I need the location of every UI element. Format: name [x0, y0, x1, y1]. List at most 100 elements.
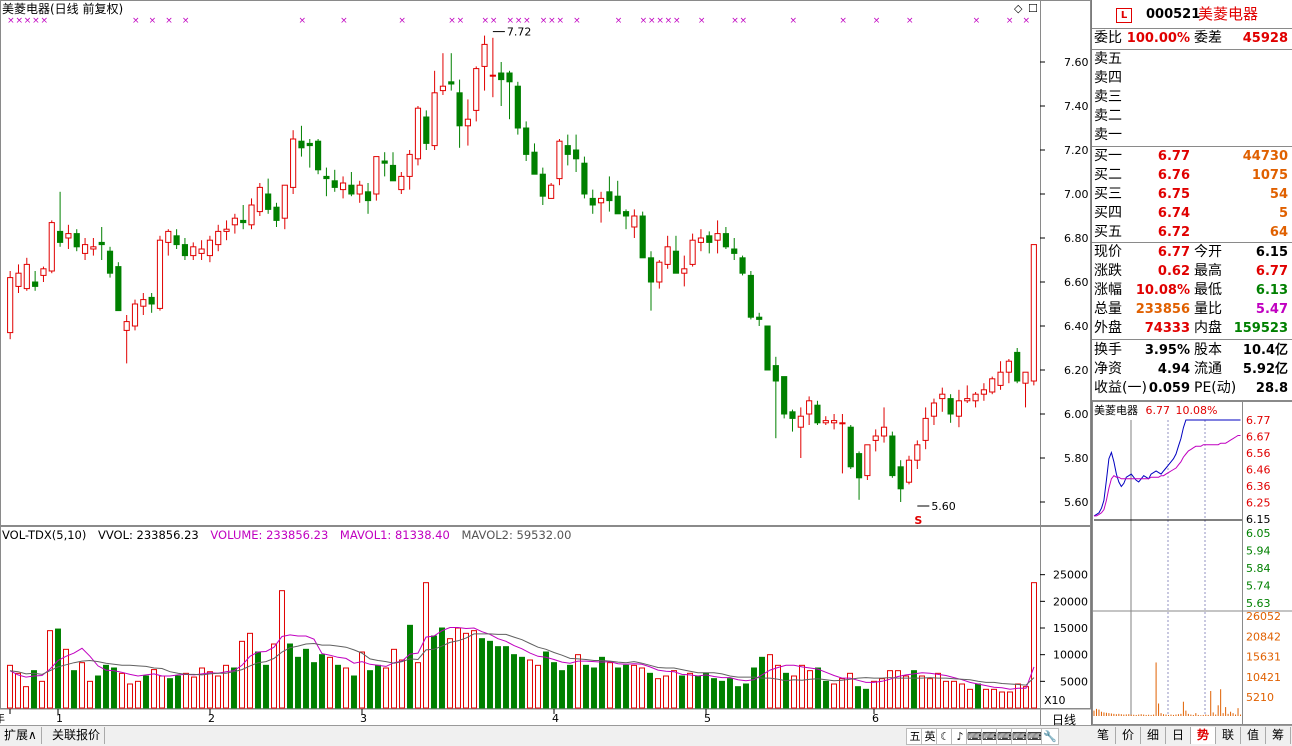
- menu-icon[interactable]: ☐: [1028, 2, 1038, 15]
- volume-bar: [664, 676, 669, 708]
- period-label[interactable]: 日线: [1052, 711, 1076, 728]
- volume-legend: VOL-TDX(5,10) VVOL: 233856.23 VOLUME: 23…: [2, 528, 579, 542]
- candle-body: [1023, 372, 1028, 383]
- right-tab[interactable]: 值: [1241, 727, 1266, 744]
- volume-bar: [680, 676, 685, 708]
- finance-label: 换手: [1094, 341, 1122, 360]
- candle-body: [266, 194, 271, 209]
- candle-body: [141, 300, 146, 307]
- kline-chart[interactable]: 5.605.806.006.206.406.606.807.007.207.40…: [0, 0, 1091, 526]
- candle-body: [440, 86, 445, 90]
- event-mark-icon: ×: [698, 16, 706, 26]
- candle-body: [707, 236, 712, 243]
- candle-body: [157, 240, 162, 308]
- candle-body: [340, 183, 345, 190]
- candle-body: [132, 304, 137, 326]
- volume-bar: [120, 673, 125, 708]
- volume-unit-label: X10: [1044, 694, 1066, 707]
- right-tab[interactable]: 势: [1191, 727, 1216, 744]
- right-tab[interactable]: 联: [1216, 727, 1241, 744]
- buy-level-price: 6.72: [1158, 223, 1190, 242]
- candle-body: [657, 262, 662, 282]
- volume-bar: [96, 676, 101, 708]
- right-tab[interactable]: 价: [1116, 727, 1141, 744]
- volume-bar: [824, 681, 829, 708]
- finance-value-2: 5.92亿: [1243, 360, 1288, 379]
- right-tab[interactable]: 笔: [1091, 727, 1116, 744]
- volume-bar: [232, 668, 237, 708]
- buy-level-volume: 64: [1270, 223, 1288, 242]
- minute-price-tick: 6.25: [1246, 497, 1271, 510]
- volume-bar: [256, 652, 261, 708]
- candle-body: [307, 143, 312, 145]
- right-tab[interactable]: 日: [1166, 727, 1191, 744]
- candle-body: [207, 240, 212, 255]
- volume-bar: [128, 684, 133, 708]
- x-tick-label: 3: [360, 712, 367, 725]
- candle-body: [773, 366, 778, 381]
- candle-body: [673, 251, 678, 273]
- candle-body: [865, 445, 870, 476]
- candle-body: [931, 403, 936, 416]
- candle-body: [482, 44, 487, 66]
- y-tick-label: 7.20: [1064, 144, 1089, 157]
- buy-level-label: 买二: [1094, 166, 1122, 185]
- tab-related-quotes[interactable]: 关联报价: [48, 727, 105, 744]
- tab-expand[interactable]: 扩展∧: [0, 727, 42, 744]
- event-mark-icon: ×: [7, 16, 15, 26]
- candle-body: [815, 405, 820, 423]
- candle-body: [216, 231, 221, 244]
- minute-avg-line: [1094, 436, 1241, 516]
- candle-body: [474, 69, 479, 111]
- right-tab[interactable]: 细: [1141, 727, 1166, 744]
- candle-body: [790, 412, 795, 419]
- right-tab[interactable]: 筹: [1266, 727, 1291, 744]
- volume-bar: [520, 657, 525, 708]
- candle-body: [757, 317, 762, 319]
- minute-chart[interactable]: 6.776.676.566.466.366.256.156.055.945.84…: [1092, 401, 1292, 725]
- volume-bar: [968, 689, 973, 708]
- volume-bar: [384, 668, 389, 708]
- quote-label: 涨幅: [1094, 281, 1122, 300]
- volume-bar: [544, 652, 549, 708]
- minute-price-line: [1094, 420, 1241, 516]
- volume-bar: [992, 689, 997, 708]
- volume-bar: [176, 676, 181, 708]
- candle-body: [1006, 361, 1011, 372]
- candle-body: [249, 205, 254, 225]
- volume-bar: [160, 676, 165, 708]
- stock-logo-icon: L: [1116, 8, 1132, 23]
- event-mark-icon: ×: [873, 16, 881, 26]
- volume-bar: [424, 583, 429, 708]
- volume-bar: [296, 657, 301, 708]
- volume-bar: [704, 673, 709, 708]
- event-mark-icon: ×: [398, 16, 406, 26]
- minute-price-tick: 6.36: [1246, 480, 1271, 493]
- volume-bar: [1008, 692, 1013, 708]
- volume-bar: [16, 673, 21, 708]
- event-mark-icon: ×: [573, 16, 581, 26]
- event-mark-icon: ×: [182, 16, 190, 26]
- minute-volume-tick: 5210: [1246, 691, 1274, 704]
- event-mark-icon: ×: [640, 16, 648, 26]
- candle-body: [449, 82, 454, 84]
- volume-chart[interactable]: 500010000150002000025000X102016年123456: [0, 526, 1091, 725]
- y-tick-label: 7.60: [1064, 56, 1089, 69]
- toolbar-tool-icon[interactable]: 🔧: [1041, 728, 1059, 745]
- candle-body: [990, 379, 995, 392]
- volume-bar: [528, 660, 533, 708]
- diamond-icon[interactable]: ◇: [1014, 2, 1022, 15]
- volume-y-tick-label: 20000: [1053, 595, 1088, 608]
- candle-body: [598, 198, 603, 202]
- candle-body: [698, 238, 703, 242]
- candle-body: [648, 258, 653, 282]
- chart-title: 美菱电器(日线 前复权): [2, 2, 123, 16]
- minute-price-tick: 6.46: [1246, 464, 1271, 477]
- candle-body: [182, 245, 187, 256]
- candle-body: [382, 161, 387, 163]
